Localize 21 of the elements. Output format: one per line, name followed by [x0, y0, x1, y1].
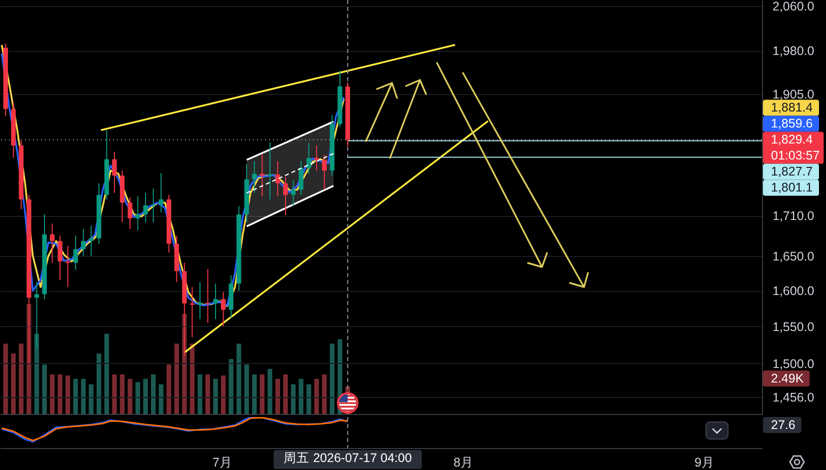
- y-tick-label: 1,500.0: [772, 356, 814, 371]
- y-tick-label: 2,060.0: [772, 0, 814, 14]
- text: 2.49K: [771, 372, 804, 386]
- y-tick-label: 1,650.0: [772, 249, 814, 264]
- text: 01:03:57: [771, 148, 820, 163]
- y-tick-label: 1,456.0: [772, 390, 814, 404]
- y-tick-label: 1,600.0: [772, 284, 814, 298]
- text: 1,881.4: [771, 100, 813, 115]
- x-tick-label: 8月: [454, 456, 474, 470]
- y-tick-label: 1,710.0: [772, 209, 814, 224]
- y-tick-label: 1,550.0: [772, 320, 814, 334]
- x-tick-label: 9月: [694, 456, 714, 470]
- y-tick-label: 1,905.0: [772, 88, 814, 102]
- ref-line-label: 1,827.7: [771, 164, 813, 179]
- legend-label: 1,801.1: [771, 180, 813, 195]
- ref-line-label: 周五 2026-07-17 04:00: [284, 451, 412, 465]
- y-tick-label: 1,980.0: [772, 44, 814, 58]
- text: 27.6: [771, 418, 796, 432]
- ref-line-label: 1,829.4: [771, 132, 813, 147]
- text: 1,859.6: [771, 116, 813, 131]
- x-tick-label: 7月: [212, 456, 232, 470]
